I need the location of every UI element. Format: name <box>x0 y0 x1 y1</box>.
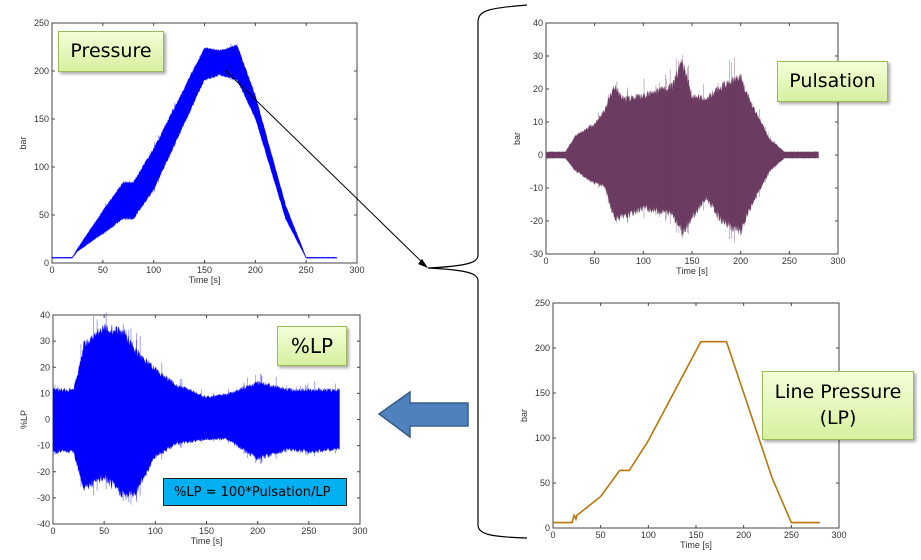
x-tick-label: 250 <box>784 530 799 540</box>
y-tick-label: 250 <box>34 18 49 28</box>
percent-lp-label: %LP <box>277 326 347 366</box>
pressure-label: Pressure <box>58 31 164 72</box>
x-tick-label: 0 <box>50 526 55 536</box>
y-tick-label: 40 <box>40 310 50 320</box>
x-tick-label: 250 <box>782 256 797 266</box>
y-tick-label: 250 <box>535 298 550 308</box>
y-tick-label: 0 <box>538 150 543 160</box>
y-tick-label: 30 <box>533 51 543 61</box>
x-axis-label: Time [s] <box>191 536 223 546</box>
y-tick-label: 50 <box>540 478 550 488</box>
y-tick-label: 20 <box>533 84 543 94</box>
x-tick-label: 150 <box>199 526 214 536</box>
x-tick-label: 50 <box>590 256 600 266</box>
x-axis-label: Time [s] <box>676 266 708 276</box>
x-tick-label: 200 <box>250 526 265 536</box>
x-tick-label: 300 <box>349 265 364 275</box>
x-tick-label: 50 <box>99 526 109 536</box>
y-tick-label: -20 <box>37 467 50 477</box>
y-tick-label: 50 <box>39 210 49 220</box>
y-tick-label: 200 <box>535 343 550 353</box>
y-tick-label: 40 <box>533 18 543 28</box>
x-tick-label: 200 <box>733 256 748 266</box>
x-tick-label: 100 <box>148 526 163 536</box>
y-tick-label: -20 <box>530 216 543 226</box>
y-tick-label: 100 <box>34 162 49 172</box>
x-axis-label: Time [s] <box>189 275 221 285</box>
x-axis-label: Time [s] <box>680 540 712 550</box>
y-tick-label: 20 <box>40 362 50 372</box>
y-tick-label: 150 <box>34 114 49 124</box>
x-tick-label: 0 <box>543 256 548 266</box>
line-pressure-series <box>553 340 820 524</box>
line-pressure-label-line1: Line Pressure <box>774 380 902 403</box>
y-tick-label: -30 <box>37 493 50 503</box>
y-tick-label: -10 <box>530 183 543 193</box>
y-tick-label: 10 <box>533 117 543 127</box>
x-tick-label: 250 <box>299 265 314 275</box>
pulsation-series <box>545 59 819 237</box>
x-tick-label: 300 <box>830 256 845 266</box>
y-tick-label: 30 <box>40 336 50 346</box>
x-tick-label: 150 <box>688 530 703 540</box>
x-tick-label: 50 <box>98 265 108 275</box>
x-tick-label: 150 <box>197 265 212 275</box>
y-tick-label: -10 <box>37 441 50 451</box>
x-tick-label: 200 <box>248 265 263 275</box>
y-axis-label: bar <box>519 409 529 422</box>
y-tick-label: -40 <box>37 519 50 529</box>
pulsation-chart: 0 50 100 150 200 250 300 -30 -20 -10 0 10 20 30 40 Time… <box>512 18 846 276</box>
x-tick-label: 200 <box>736 530 751 540</box>
x-tick-label: 50 <box>596 530 606 540</box>
formula-box: %LP = 100*Pulsation/LP <box>163 478 347 506</box>
line-pressure-label: Line Pressure (LP) <box>762 371 914 440</box>
x-tick-label: 100 <box>636 256 651 266</box>
line-pressure-label-line2: (LP) <box>819 406 857 429</box>
y-tick-label: 10 <box>40 388 50 398</box>
y-tick-label: 150 <box>535 388 550 398</box>
x-tick-label: 0 <box>49 265 54 275</box>
left-block-arrow <box>377 390 469 439</box>
x-tick-label: 100 <box>146 265 161 275</box>
y-axis-label: bar <box>18 136 28 149</box>
y-tick-label: 0 <box>545 523 550 533</box>
pressure-chart: 0 50 100 150 200 250 300 0 50 100 150 200 250 Time [s… <box>18 18 365 285</box>
y-tick-label: 200 <box>34 66 49 76</box>
x-tick-label: 150 <box>684 256 699 266</box>
x-tick-label: 100 <box>641 530 656 540</box>
pressure-series <box>51 43 338 259</box>
x-tick-label: 300 <box>831 530 846 540</box>
percent-lp-series <box>52 323 340 498</box>
connector-arrowhead <box>418 259 428 268</box>
curly-brace <box>427 4 528 539</box>
x-tick-label: 0 <box>550 530 555 540</box>
y-tick-label: 0 <box>44 258 49 268</box>
y-tick-label: -30 <box>530 249 543 259</box>
y-tick-label: 0 <box>45 415 50 425</box>
pulsation-label: Pulsation <box>777 61 888 102</box>
x-tick-label: 300 <box>352 526 367 536</box>
y-tick-label: 100 <box>535 433 550 443</box>
connector-line <box>224 69 427 267</box>
y-axis-label: bar <box>512 132 522 145</box>
x-tick-label: 250 <box>301 526 316 536</box>
y-axis-label: %LP <box>19 410 29 429</box>
